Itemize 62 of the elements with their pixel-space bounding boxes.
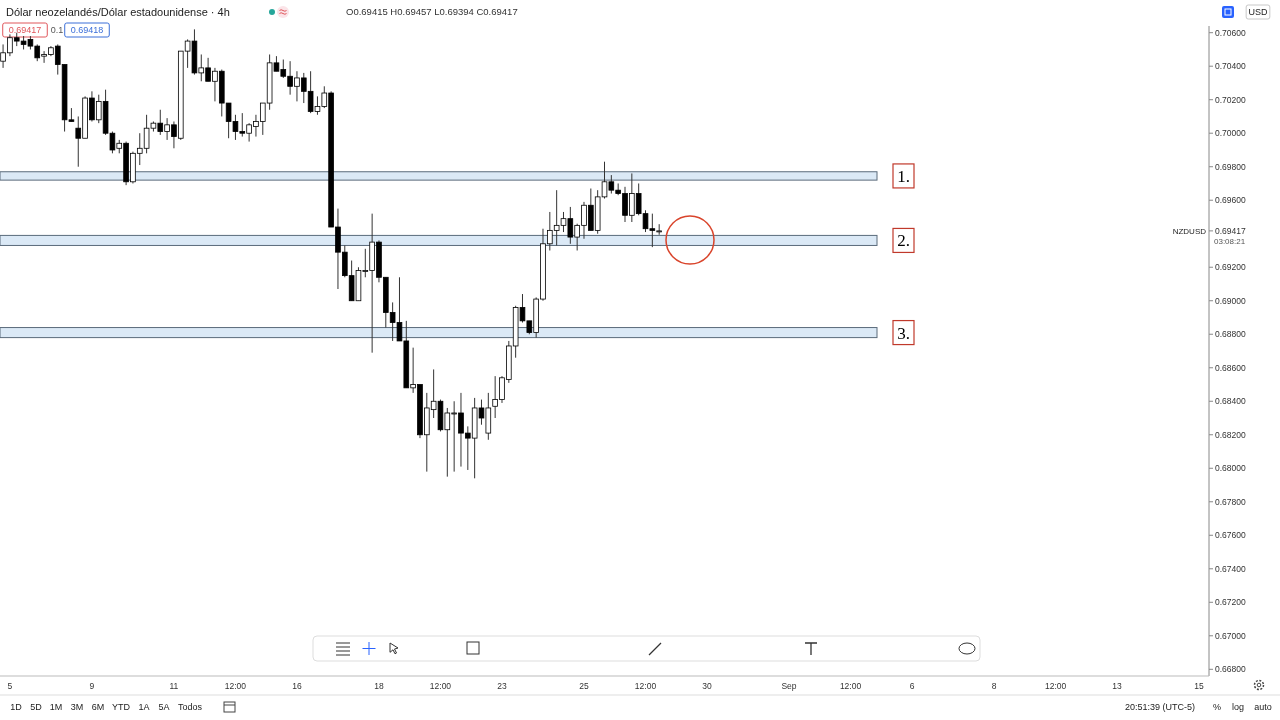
text: Todos	[177, 702, 203, 713]
text: YTD	[112, 702, 131, 713]
text: 1A	[138, 702, 150, 713]
text: 5A	[158, 702, 170, 713]
x-tick-label: 12:00	[429, 680, 452, 691]
x-tick-label: 30	[702, 680, 713, 691]
text: 1M	[49, 702, 63, 713]
x-tick-label: 12:00	[1044, 680, 1067, 691]
y-tick-label: 0.67800	[1215, 496, 1246, 507]
text: 3M	[70, 702, 84, 713]
y-tick-label: 0.70000	[1215, 128, 1246, 139]
x-tick-label: 11	[169, 680, 179, 691]
x-tick-label: 23	[497, 680, 507, 691]
y-tick-label: 0.68200	[1215, 429, 1246, 440]
y-tick-label: 0.69200	[1215, 262, 1246, 273]
x-tick-label: 6	[909, 680, 915, 691]
y-tick-label: 0.68000	[1215, 463, 1246, 474]
text: auto	[1254, 702, 1272, 713]
annotation: 0.1	[50, 25, 64, 36]
y-tick-label: 0.68800	[1215, 329, 1246, 340]
x-tick-label: 16	[292, 680, 302, 691]
y-tick-label: 0.67200	[1215, 597, 1246, 608]
band-label: 2.	[897, 231, 910, 251]
x-tick-label: 25	[579, 680, 589, 691]
band-label: 1.	[897, 166, 910, 186]
text: 20:51:39 (UTC-5)	[1124, 702, 1196, 713]
text: 6M	[91, 702, 105, 713]
text: log	[1231, 702, 1245, 713]
y-tick-label: 0.68400	[1215, 396, 1246, 407]
y-tick-label: 0.70200	[1215, 94, 1246, 105]
annotation: NZDUSD	[1172, 226, 1207, 236]
y-tick-label: 0.70600	[1215, 27, 1246, 38]
text: 5D	[30, 702, 43, 713]
x-tick-label: Sep	[781, 680, 797, 691]
y-tick-label: 0.69000	[1215, 295, 1246, 306]
y-tick-label: 0.67000	[1215, 630, 1246, 641]
x-tick-label: 12:00	[224, 680, 247, 691]
text: 1D	[10, 702, 23, 713]
x-tick-label: 8	[991, 680, 997, 691]
y-tick-label: 0.69600	[1215, 195, 1246, 206]
x-tick-label: 12:00	[839, 680, 862, 691]
y-tick-label: 0.69800	[1215, 161, 1246, 172]
x-tick-label: 15	[1194, 680, 1205, 691]
band-label: 3.	[897, 323, 910, 343]
text: %	[1212, 702, 1222, 713]
y-tick-label: 0.67600	[1215, 530, 1246, 541]
text: USD	[1248, 7, 1268, 18]
x-tick-label: 9	[89, 680, 95, 691]
y-tick-label: 0.69417	[1215, 225, 1246, 236]
chart-title: Dólar neozelandés/Dólar estadounidense · 4h	[6, 5, 230, 18]
x-tick-label: 5	[7, 680, 13, 691]
y-tick-label: 0.68600	[1215, 362, 1246, 373]
annotation: 0.69418	[70, 25, 104, 36]
text: 03:08:21	[1214, 236, 1246, 246]
x-tick-label: 18	[374, 680, 384, 691]
chart-subtitle: O0.69415 H0.69457 L0.69394 C0.69417	[346, 6, 518, 18]
x-tick-label: 13	[1112, 680, 1123, 691]
y-tick-label: 0.66800	[1215, 664, 1246, 675]
x-tick-label: 12:00	[634, 680, 657, 691]
y-tick-label: 0.70400	[1215, 61, 1246, 72]
y-tick-label: 0.67400	[1215, 563, 1246, 574]
annotation: 0.69417	[8, 25, 42, 36]
